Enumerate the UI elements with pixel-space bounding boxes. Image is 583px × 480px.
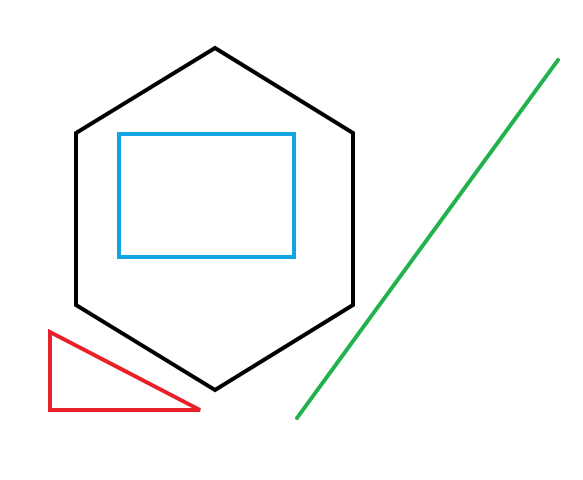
rectangle-shape [117, 132, 296, 259]
diagonal-line [295, 58, 560, 420]
hexagon-shape [74, 45, 355, 393]
right-triangle-shape [48, 328, 201, 412]
